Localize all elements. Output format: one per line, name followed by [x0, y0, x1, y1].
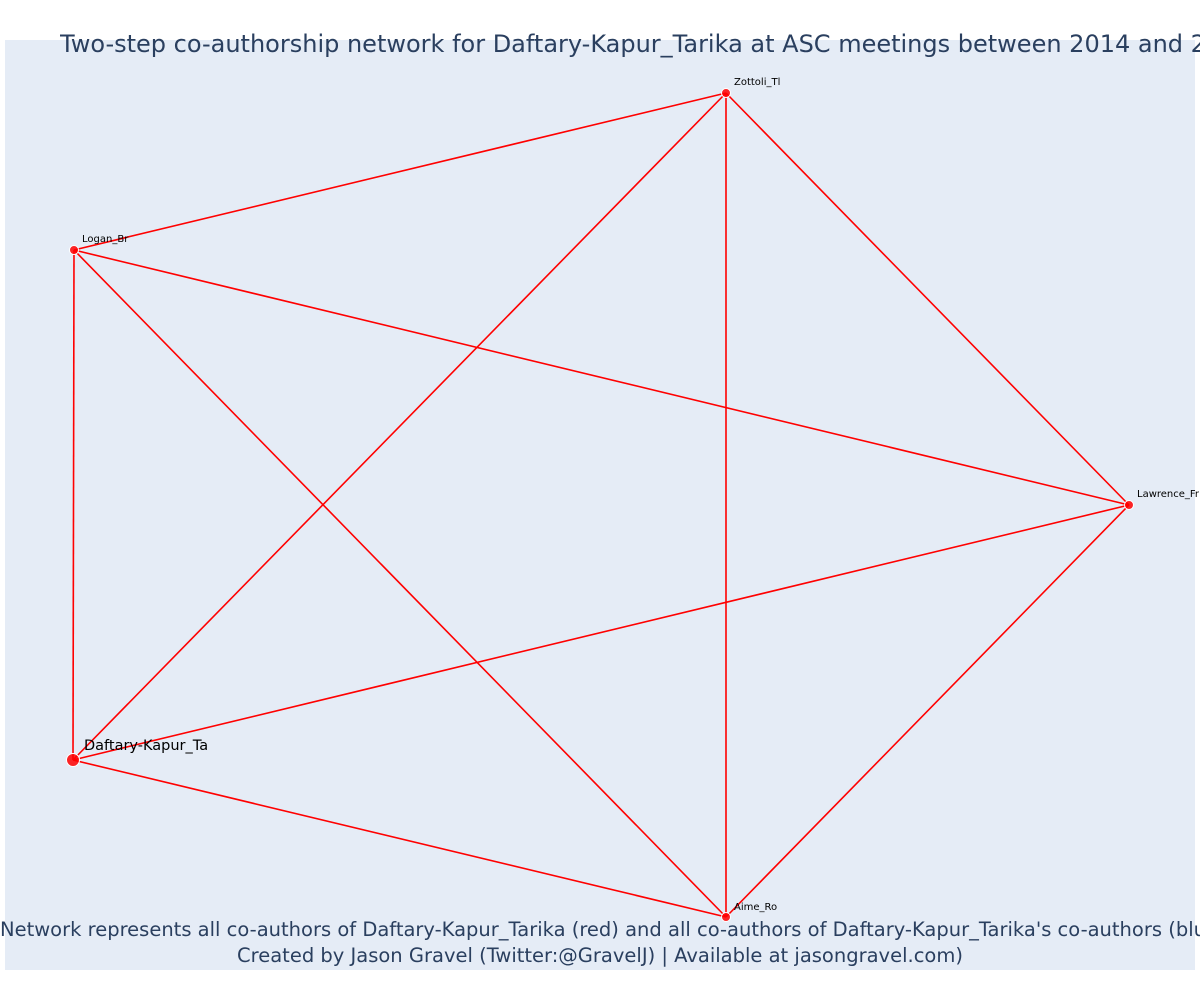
caption-line-2: Created by Jason Gravel (Twitter:@Gravel… [237, 944, 963, 967]
labels-layer: Zottoli_Tl Logan_Br Lawrence_Fr Daftary-Kap… [82, 77, 1200, 913]
edge-zottoli-tl-lawrence-fr [725, 92, 1130, 506]
edge-logan-br-aime-ro [73, 249, 727, 918]
edge-logan-br-zottoli-tl [73, 92, 727, 251]
node-label-zottoli-tl: Zottoli_Tl [734, 77, 780, 88]
plot-area [5, 40, 1195, 970]
node-lawrence-fr[interactable] [1124, 500, 1134, 510]
node-aime-ro[interactable] [721, 912, 731, 922]
node-label-aime-ro: Aime_Ro [734, 902, 777, 913]
edge-daftary-kapur-ta-lawrence-fr [72, 504, 1130, 761]
edges-layer [72, 92, 1130, 918]
node-label-daftary-kapur-ta: Daftary-Kapur_Ta [84, 738, 208, 754]
nodes-layer [66, 88, 1134, 922]
node-label-logan-br: Logan_Br [82, 234, 129, 245]
node-label-lawrence-fr: Lawrence_Fr [1137, 489, 1200, 500]
node-logan-br[interactable] [69, 245, 79, 255]
edge-lawrence-fr-aime-ro [725, 504, 1130, 918]
edge-daftary-kapur-ta-aime-ro [72, 759, 727, 918]
caption-line-1: Network represents all co-authors of Daf… [0, 918, 1200, 941]
edge-logan-br-lawrence-fr [73, 249, 1130, 506]
edge-logan-br-daftary-kapur-ta [72, 249, 75, 761]
node-zottoli-tl[interactable] [721, 88, 731, 98]
node-daftary-kapur-ta[interactable] [66, 753, 80, 767]
chart-title: Two-step co-authorship network for Dafta… [60, 30, 1200, 58]
edge-zottoli-tl-daftary-kapur-ta [72, 92, 727, 761]
